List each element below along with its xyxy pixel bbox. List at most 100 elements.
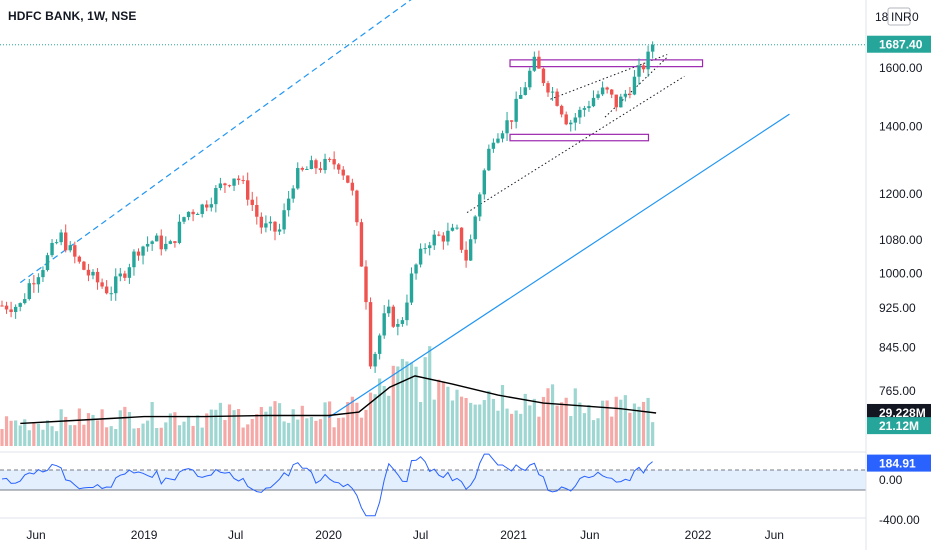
candle-body <box>255 204 259 217</box>
candle-body <box>241 180 245 182</box>
volume-bar <box>114 428 118 446</box>
volume-bar <box>473 404 477 446</box>
candle-body <box>582 108 587 110</box>
candle-body <box>64 232 68 251</box>
time-label-2020: 2020 <box>315 528 342 542</box>
volume-bar <box>32 422 36 446</box>
volume-bar <box>646 397 650 446</box>
candle-body <box>150 241 154 244</box>
volume-bar <box>441 382 445 446</box>
candle-body <box>41 270 45 278</box>
candle-body <box>473 216 477 240</box>
candle-body <box>246 180 250 200</box>
last-price-badge-bg <box>867 35 931 53</box>
volume-bar <box>582 413 586 446</box>
candle-body <box>359 222 364 267</box>
candle-body <box>541 68 546 84</box>
time-label-jun: Jun <box>580 528 599 542</box>
volume-bar <box>519 413 523 446</box>
candle-body <box>136 251 141 256</box>
candle-body <box>355 190 359 223</box>
candle-body <box>337 164 341 170</box>
candle-body <box>114 276 118 294</box>
cci-pane <box>0 451 866 517</box>
candle-body <box>632 76 637 95</box>
volume-bar <box>164 422 168 446</box>
volume-bar <box>487 390 491 446</box>
candle-body <box>286 198 291 211</box>
trendline-dotted-long <box>466 75 685 213</box>
candle-body <box>323 158 327 171</box>
volume-bar <box>550 384 555 446</box>
volume-bar <box>528 405 532 446</box>
candle-body <box>455 227 459 229</box>
volume-bar <box>532 398 536 446</box>
volume-bar <box>86 413 91 446</box>
candle-body <box>50 242 54 256</box>
candle-body <box>282 210 286 230</box>
volume-bar <box>155 427 159 446</box>
candle-body <box>564 114 568 125</box>
volume-bar <box>578 402 582 446</box>
volume-bar <box>591 420 596 446</box>
volume-badge-bg <box>867 417 931 435</box>
candle-body <box>482 170 486 195</box>
candle-body <box>214 188 218 205</box>
candle-body <box>600 87 605 95</box>
candle-body <box>496 138 500 143</box>
candle-body <box>619 96 623 108</box>
candles-layer <box>0 41 655 373</box>
volume-bar <box>414 366 418 446</box>
volume-bar <box>409 362 414 446</box>
volume-bar <box>95 420 100 446</box>
candle-body <box>73 245 77 257</box>
candle-body <box>205 204 209 208</box>
volume-bar <box>491 398 495 446</box>
volume-bar <box>651 422 655 446</box>
volume-bar <box>546 388 550 446</box>
candle-body <box>68 245 72 251</box>
currency-box <box>887 7 911 26</box>
volume-bar <box>514 410 518 446</box>
volume-bar <box>432 399 436 446</box>
volume-bar <box>341 417 345 446</box>
candle-body <box>405 302 409 321</box>
volume-bar <box>423 357 427 446</box>
volume-bar <box>455 389 459 446</box>
volume-bar <box>23 419 27 446</box>
candle-body <box>459 227 464 250</box>
volume-ma-badge: 29.228M <box>879 406 926 420</box>
price-tick: 765.00 <box>879 384 916 398</box>
candle-body <box>382 313 386 336</box>
candle-body <box>123 273 127 278</box>
volume-bar <box>446 386 450 446</box>
candle-body <box>109 293 113 295</box>
volume-bar <box>277 403 282 446</box>
volume-bar <box>596 418 600 446</box>
volume-bar <box>378 378 382 446</box>
candle-body <box>223 183 227 186</box>
volume-bar <box>632 403 637 446</box>
volume-bar <box>641 401 646 446</box>
volume-bar <box>27 430 31 446</box>
volume-bar <box>437 379 441 446</box>
candle-body <box>610 89 614 95</box>
candle-body <box>104 286 109 294</box>
volume-bar <box>328 401 332 446</box>
volume-bar <box>346 402 350 446</box>
candle-body <box>450 227 455 231</box>
volume-bar <box>177 425 182 446</box>
volume-bar <box>601 400 605 446</box>
candle-body <box>177 221 182 243</box>
candle-body <box>141 246 145 256</box>
candle-body <box>173 241 177 243</box>
candle-body <box>464 249 468 261</box>
volume-bar <box>268 406 273 446</box>
volume-bar <box>118 410 122 446</box>
volume-bar <box>132 428 136 446</box>
volume-bar <box>309 417 313 446</box>
volume-bar <box>287 422 291 446</box>
candle-body <box>519 94 523 99</box>
candle-body <box>82 261 86 270</box>
